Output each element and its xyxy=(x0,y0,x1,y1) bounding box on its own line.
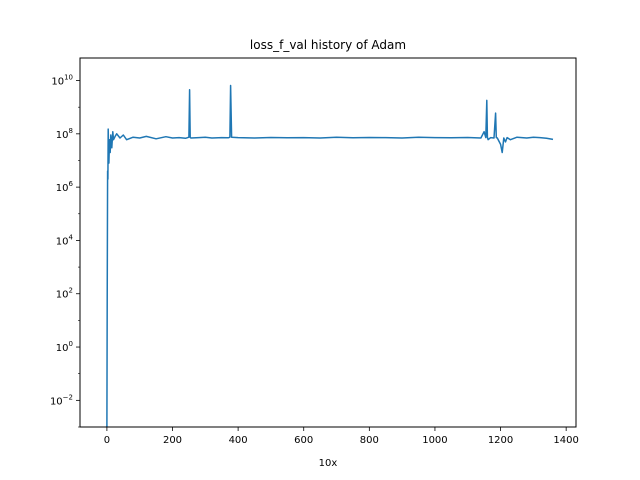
x-tick-label: 800 xyxy=(360,435,379,446)
y-tick-label: 102 xyxy=(56,287,73,301)
y-tick-label: 106 xyxy=(56,180,74,194)
y-tick-label: 1010 xyxy=(51,74,73,88)
series-line xyxy=(106,84,554,428)
x-tick-label: 400 xyxy=(229,435,248,446)
y-tick-label: 100 xyxy=(56,340,73,354)
x-tick-label: 1000 xyxy=(422,435,447,446)
x-axis-ticks: 0 200 400 600 800 1000 1200 1400 xyxy=(104,427,579,446)
y-tick-label: 108 xyxy=(56,127,73,141)
chart-title: loss_f_val history of Adam xyxy=(250,38,406,52)
y-axis-ticks: 10−2 100 102 104 106 108 1010 xyxy=(50,74,80,428)
x-axis-label: 10x xyxy=(319,458,338,469)
y-tick-label: 104 xyxy=(56,233,74,247)
x-tick-label: 600 xyxy=(294,435,313,446)
x-tick-label: 0 xyxy=(104,435,110,446)
series-layer xyxy=(106,84,554,428)
x-tick-label: 1200 xyxy=(488,435,513,446)
x-tick-label: 1400 xyxy=(553,435,578,446)
x-tick-label: 200 xyxy=(163,435,182,446)
axes-frame xyxy=(79,57,577,428)
plot-area xyxy=(79,57,577,428)
y-tick-label: 10−2 xyxy=(50,393,73,407)
